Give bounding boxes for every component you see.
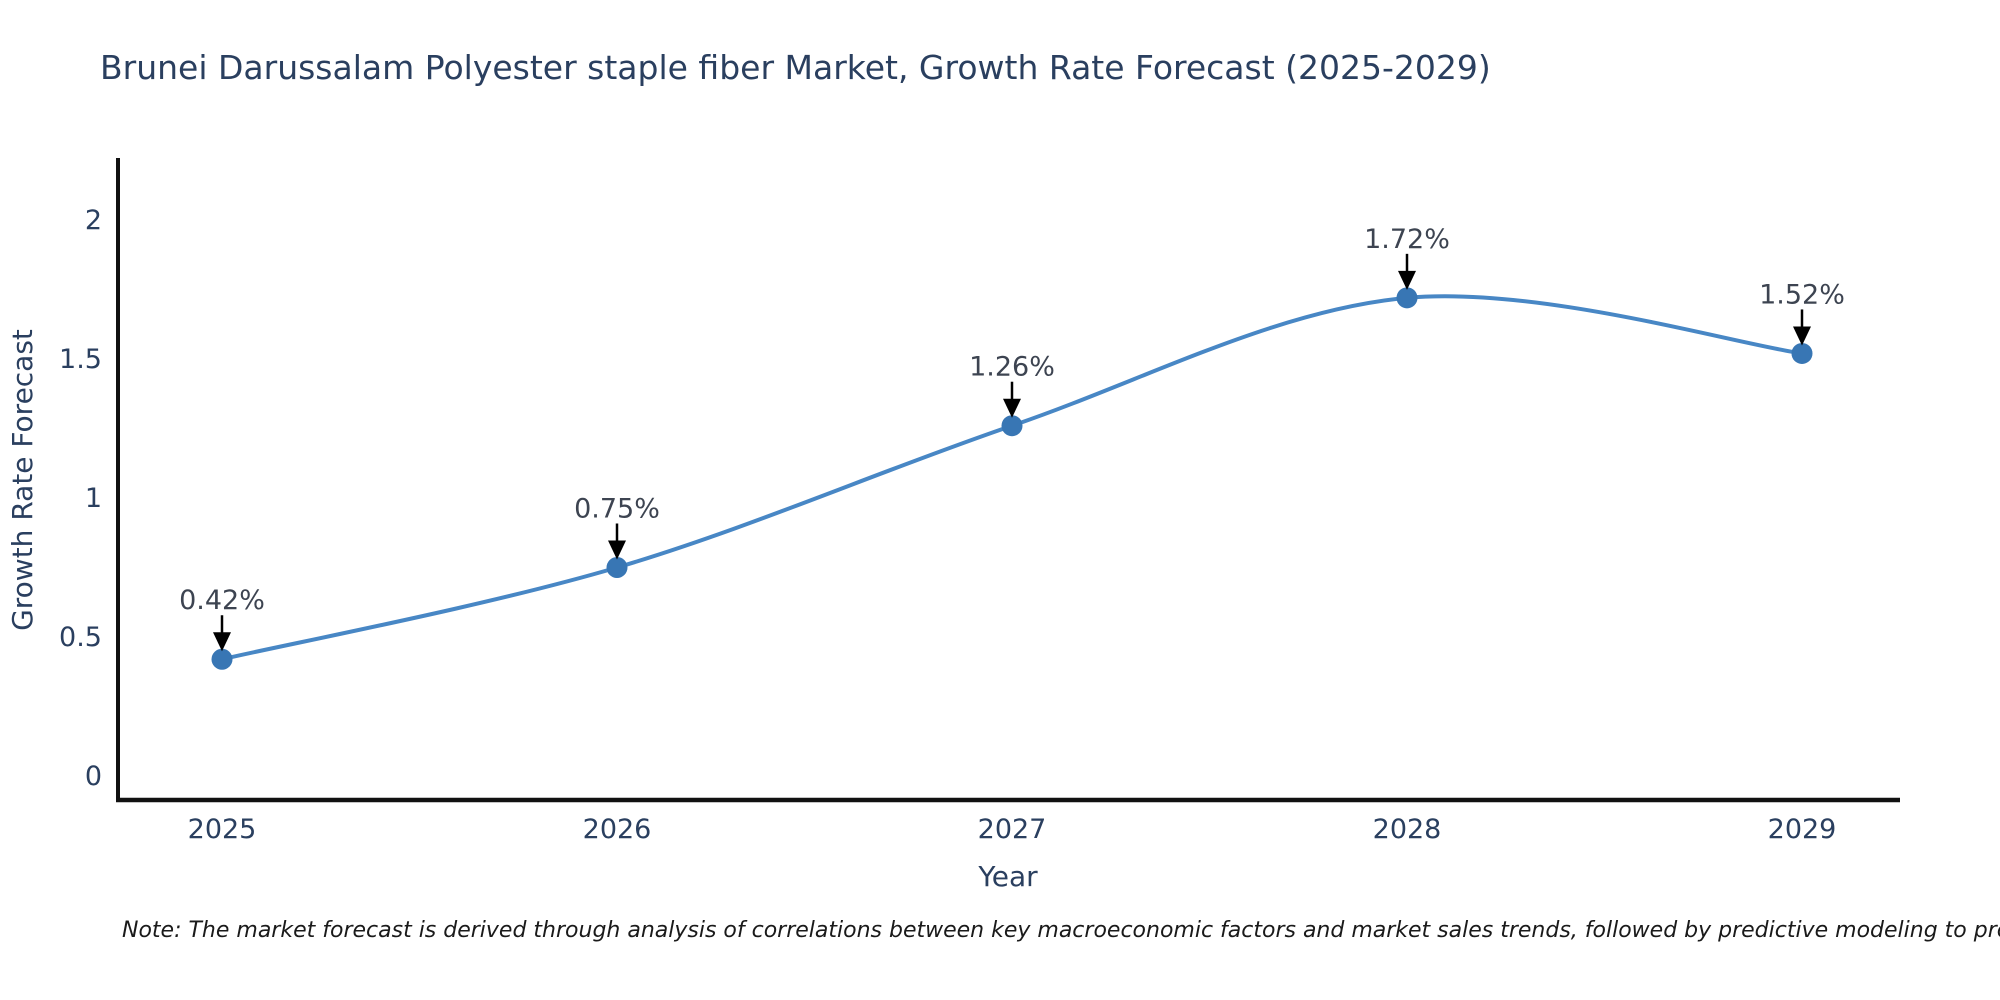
data-point-marker[interactable] bbox=[1791, 342, 1813, 364]
x-tick-label: 2026 bbox=[583, 814, 652, 845]
x-tick-label: 2028 bbox=[1373, 814, 1442, 845]
data-point-marker[interactable] bbox=[1001, 415, 1023, 437]
annotation-label: 1.52% bbox=[1759, 279, 1845, 310]
y-tick-label: 1 bbox=[85, 483, 102, 514]
y-tick-label: 0.5 bbox=[59, 622, 102, 653]
annotation-label: 0.75% bbox=[574, 494, 660, 525]
y-tick-labels: 0 0.5 1 1.5 2 bbox=[59, 205, 102, 792]
chart-title: Brunei Darussalam Polyester staple fiber… bbox=[100, 48, 1491, 87]
annotation-arrowhead-icon bbox=[1003, 398, 1021, 418]
annotation-label: 1.72% bbox=[1364, 224, 1450, 255]
data-point-marker[interactable] bbox=[211, 648, 233, 670]
x-tick-label: 2025 bbox=[188, 814, 257, 845]
x-axis-title: Year bbox=[977, 860, 1038, 893]
data-point-markers bbox=[211, 287, 1813, 670]
x-tick-label: 2027 bbox=[978, 814, 1047, 845]
y-tick-label: 2 bbox=[85, 205, 102, 236]
series-line[interactable] bbox=[220, 294, 1804, 662]
x-tick-labels: 2025 2026 2027 2028 2029 bbox=[188, 814, 1837, 845]
point-annotations: 0.42% 0.75% 1.26% 1.72% 1.52% bbox=[179, 224, 1845, 652]
annotation-arrowhead-icon bbox=[608, 540, 626, 560]
annotation-arrowhead-icon bbox=[1793, 326, 1811, 346]
annotation-label: 0.42% bbox=[179, 585, 265, 616]
footnote: Note: The market forecast is derived thr… bbox=[122, 918, 2000, 943]
x-tick-label: 2029 bbox=[1768, 814, 1837, 845]
y-tick-label: 0 bbox=[85, 761, 102, 792]
data-point-marker[interactable] bbox=[1396, 287, 1418, 309]
annotation-label: 1.26% bbox=[969, 352, 1055, 383]
y-axis-title: Growth Rate Forecast bbox=[6, 329, 39, 631]
y-tick-label: 1.5 bbox=[59, 344, 102, 375]
annotation-arrowhead-icon bbox=[213, 632, 231, 652]
data-point-marker[interactable] bbox=[606, 557, 628, 578]
annotation-arrowhead-icon bbox=[1398, 270, 1416, 290]
